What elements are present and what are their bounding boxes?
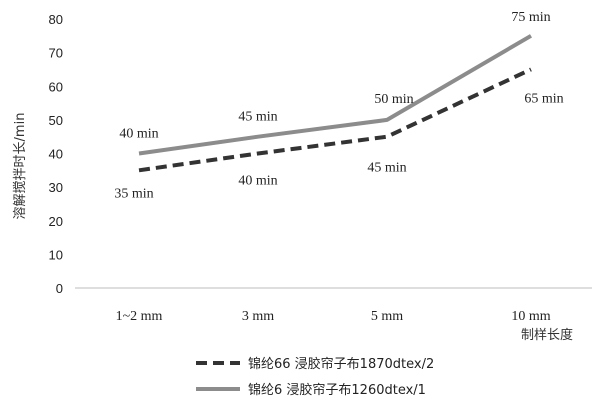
series-line-dashed	[138, 67, 532, 173]
x-tick-label: 10 mm	[511, 309, 550, 324]
y-tick-label: 20	[49, 214, 63, 229]
data-label: 45 min	[367, 161, 406, 176]
y-tick-label: 60	[49, 79, 63, 94]
legend-label: 锦纶66 浸胶帘子布1870dtex/2	[248, 356, 434, 372]
series-line-solid	[138, 34, 533, 156]
data-label: 40 min	[119, 127, 158, 142]
data-label: 75 min	[511, 10, 550, 25]
x-tick-label: 3 mm	[242, 309, 274, 324]
legend-item-series-2: 锦纶6 浸胶帘子布1260dtex/1	[196, 382, 426, 398]
data-label: 35 min	[114, 186, 153, 201]
data-label: 50 min	[374, 92, 413, 107]
x-tick-labels: 1~2 mm 3 mm 5 mm 10 mm	[116, 309, 551, 324]
x-tick-label: 1~2 mm	[116, 309, 163, 324]
y-axis-title: 溶解搅拌时长/min	[12, 113, 28, 220]
data-label: 40 min	[238, 174, 277, 189]
y-tick-label: 0	[56, 281, 63, 296]
legend-item-series-1: 锦纶66 浸胶帘子布1870dtex/2	[196, 356, 434, 372]
y-tick-label: 80	[49, 12, 63, 27]
y-tick-label: 10	[49, 247, 63, 262]
x-axis-title: 制样长度	[521, 327, 573, 343]
data-label: 65 min	[524, 91, 563, 106]
legend: 锦纶66 浸胶帘子布1870dtex/2 锦纶6 浸胶帘子布1260dtex/1	[196, 356, 434, 398]
y-tick-label: 30	[49, 180, 63, 195]
y-tick-label: 50	[49, 113, 63, 128]
data-labels: 35 min 40 min 45 min 65 min 40 min 45 min 50 m…	[114, 10, 563, 202]
x-tick-label: 5 mm	[371, 309, 403, 324]
legend-label: 锦纶6 浸胶帘子布1260dtex/1	[248, 382, 426, 398]
y-tick-label: 70	[49, 46, 63, 61]
y-tick-label: 40	[49, 147, 63, 162]
y-tick-labels: 0 10 20 30 40 50 60 70 80	[49, 12, 63, 296]
series-lines	[138, 34, 533, 173]
data-label: 45 min	[238, 110, 277, 125]
